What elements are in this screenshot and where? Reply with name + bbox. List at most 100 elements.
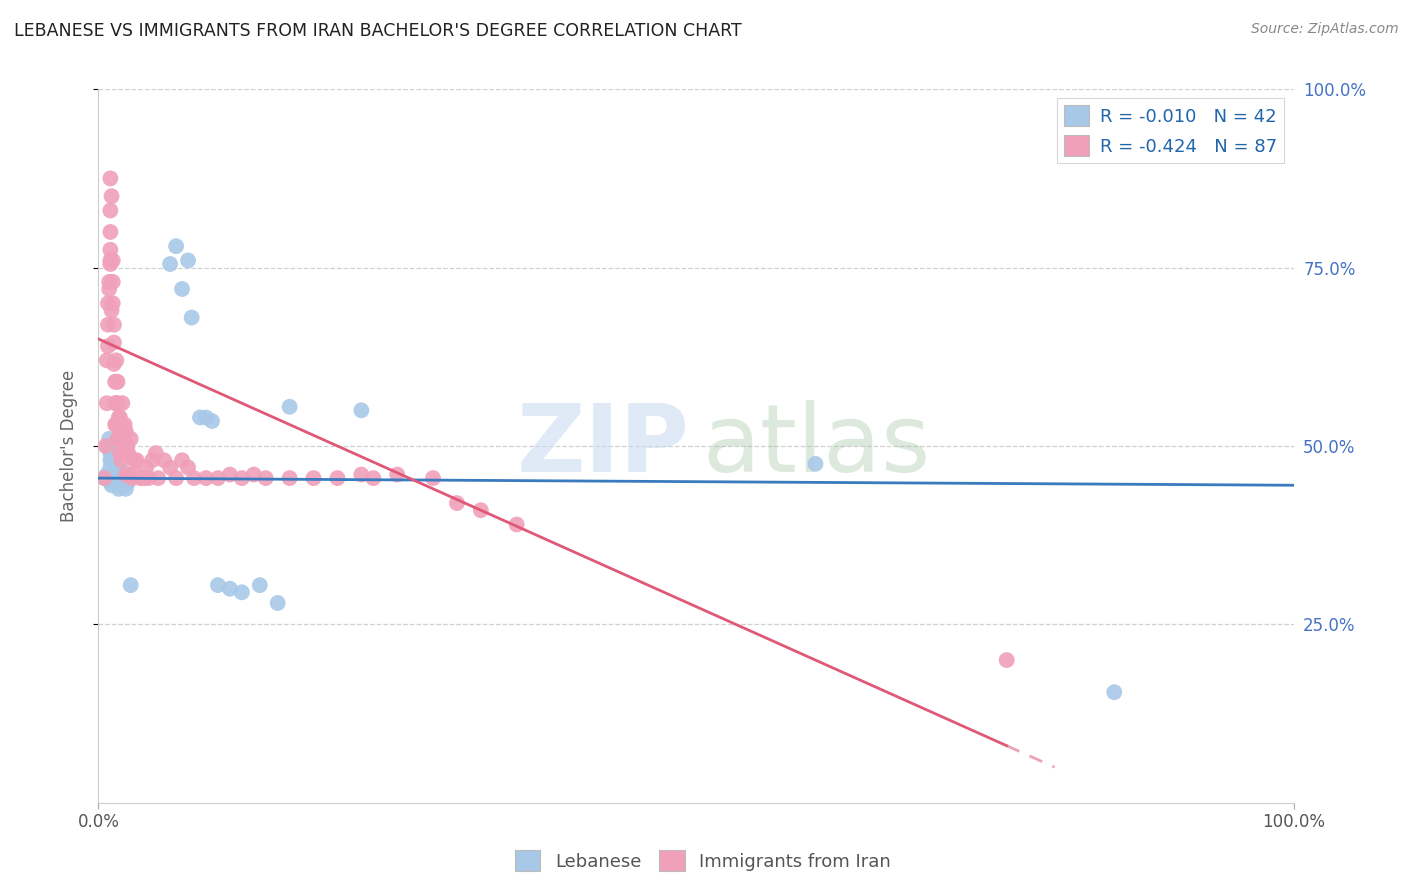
Point — [108, 425, 131, 439]
Point — [135, 460, 157, 475]
Point — [101, 464, 124, 478]
Point — [326, 471, 349, 485]
Point — [118, 467, 141, 482]
Point — [363, 471, 385, 485]
Point — [98, 282, 121, 296]
Point — [114, 471, 136, 485]
Point — [98, 257, 122, 271]
Point — [111, 464, 134, 478]
Point — [105, 353, 128, 368]
Point — [110, 471, 132, 485]
Point — [219, 582, 242, 596]
Point — [125, 453, 148, 467]
Point — [302, 471, 325, 485]
Point — [180, 310, 202, 325]
Point — [132, 471, 155, 485]
Text: Source: ZipAtlas.com: Source: ZipAtlas.com — [1251, 22, 1399, 37]
Point — [100, 478, 122, 492]
Point — [385, 467, 409, 482]
Point — [98, 453, 122, 467]
Point — [98, 460, 122, 475]
Point — [115, 425, 138, 439]
Point — [183, 471, 205, 485]
Point — [172, 453, 194, 467]
Point — [103, 335, 125, 350]
Point — [145, 446, 167, 460]
Point — [804, 457, 827, 471]
Point — [112, 446, 135, 460]
Point — [124, 467, 146, 482]
Point — [267, 596, 290, 610]
Point — [100, 303, 122, 318]
Point — [111, 432, 134, 446]
Point — [105, 417, 128, 432]
Point — [112, 432, 135, 446]
Point — [138, 471, 160, 485]
Point — [93, 471, 115, 485]
Point — [101, 275, 124, 289]
Point — [108, 478, 131, 492]
Point — [278, 400, 301, 414]
Point — [188, 410, 211, 425]
Point — [98, 203, 122, 218]
Point — [98, 253, 122, 268]
Point — [470, 503, 492, 517]
Point — [104, 396, 127, 410]
Point — [120, 578, 142, 592]
Point — [107, 432, 129, 446]
Point — [115, 482, 138, 496]
Point — [111, 417, 134, 432]
Point — [98, 275, 121, 289]
Point — [105, 464, 128, 478]
Text: LEBANESE VS IMMIGRANTS FROM IRAN BACHELOR'S DEGREE CORRELATION CHART: LEBANESE VS IMMIGRANTS FROM IRAN BACHELO… — [14, 22, 742, 40]
Point — [219, 467, 242, 482]
Point — [96, 467, 118, 482]
Point — [141, 453, 163, 467]
Point — [104, 375, 127, 389]
Point — [254, 471, 277, 485]
Point — [100, 189, 122, 203]
Point — [177, 253, 200, 268]
Point — [108, 446, 131, 460]
Legend: R = -0.010   N = 42, R = -0.424   N = 87: R = -0.010 N = 42, R = -0.424 N = 87 — [1057, 98, 1285, 163]
Point — [98, 446, 122, 460]
Point — [231, 471, 253, 485]
Point — [121, 471, 143, 485]
Point — [101, 453, 124, 467]
Point — [177, 460, 200, 475]
Point — [243, 467, 266, 482]
Point — [1102, 685, 1125, 699]
Point — [105, 396, 128, 410]
Point — [148, 471, 170, 485]
Point — [96, 396, 118, 410]
Point — [98, 225, 122, 239]
Point — [117, 475, 139, 489]
Point — [231, 585, 253, 599]
Point — [112, 478, 135, 492]
Point — [278, 471, 301, 485]
Point — [159, 460, 181, 475]
Point — [115, 467, 138, 482]
Point — [422, 471, 444, 485]
Point — [110, 432, 132, 446]
Point — [165, 471, 187, 485]
Point — [104, 467, 127, 482]
Point — [207, 578, 229, 592]
Point — [107, 375, 129, 389]
Point — [97, 439, 120, 453]
Point — [165, 239, 187, 253]
Point — [194, 471, 218, 485]
Point — [98, 171, 122, 186]
Point — [110, 453, 132, 467]
Point — [124, 453, 146, 467]
Point — [153, 453, 176, 467]
Point — [103, 471, 125, 485]
Point — [93, 471, 115, 485]
Text: atlas: atlas — [702, 400, 931, 492]
Point — [101, 296, 124, 310]
Point — [97, 339, 120, 353]
Y-axis label: Bachelor's Degree: Bachelor's Degree — [59, 370, 77, 522]
Point — [98, 243, 122, 257]
Point — [97, 318, 120, 332]
Point — [120, 432, 142, 446]
